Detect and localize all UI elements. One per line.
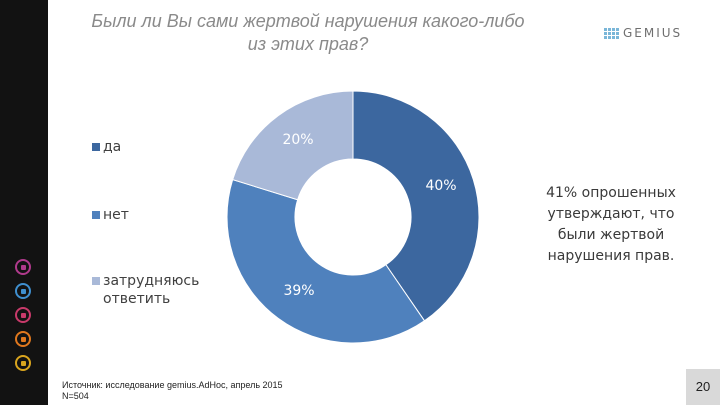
sample-size: N=504 [62,391,89,401]
chart-title: Были ли Вы сами жертвой нарушения какого… [91,11,525,54]
source-line: Источник: исследование gemius.AdHoc, апр… [62,380,283,390]
legend-item: нет [92,206,129,224]
summary-note: 41% опрошенных утверждают, что были жерт… [546,185,676,264]
legend-label: нет [103,207,129,223]
logo-mark-icon [604,27,619,39]
gemius-logo: GEMIUS [604,26,682,40]
legend-swatch [92,143,100,151]
cart-icon [15,307,31,323]
legend-swatch [92,211,100,219]
donut-slice [352,90,480,322]
legend-item: затрудняюсь ответить [92,272,199,308]
logo-text: GEMIUS [623,26,683,40]
data-label: 20% [282,132,313,148]
people-icon [15,259,31,275]
phone-icon [15,355,31,371]
legend-label: да [103,139,122,155]
data-label: 39% [283,283,314,299]
donut-slice [226,178,426,344]
source-note: Источник: исследование gemius.AdHoc, апр… [62,380,283,402]
legend-swatch [92,277,100,285]
donut-slice [232,90,354,201]
page-number: 20 [686,369,720,405]
wrench-icon [15,331,31,347]
legend-label: затрудняюсь ответить [103,273,200,307]
data-label: 40% [425,178,456,194]
legend-item: да [92,138,121,156]
lightbulb-icon [15,283,31,299]
sidebar [0,0,48,405]
